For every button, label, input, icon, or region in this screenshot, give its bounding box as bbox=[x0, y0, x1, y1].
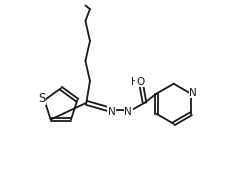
Text: N: N bbox=[124, 107, 132, 117]
Text: H: H bbox=[131, 77, 139, 87]
Text: S: S bbox=[38, 92, 45, 104]
Text: N: N bbox=[108, 107, 116, 117]
Text: O: O bbox=[136, 77, 144, 87]
Text: N: N bbox=[189, 88, 197, 98]
